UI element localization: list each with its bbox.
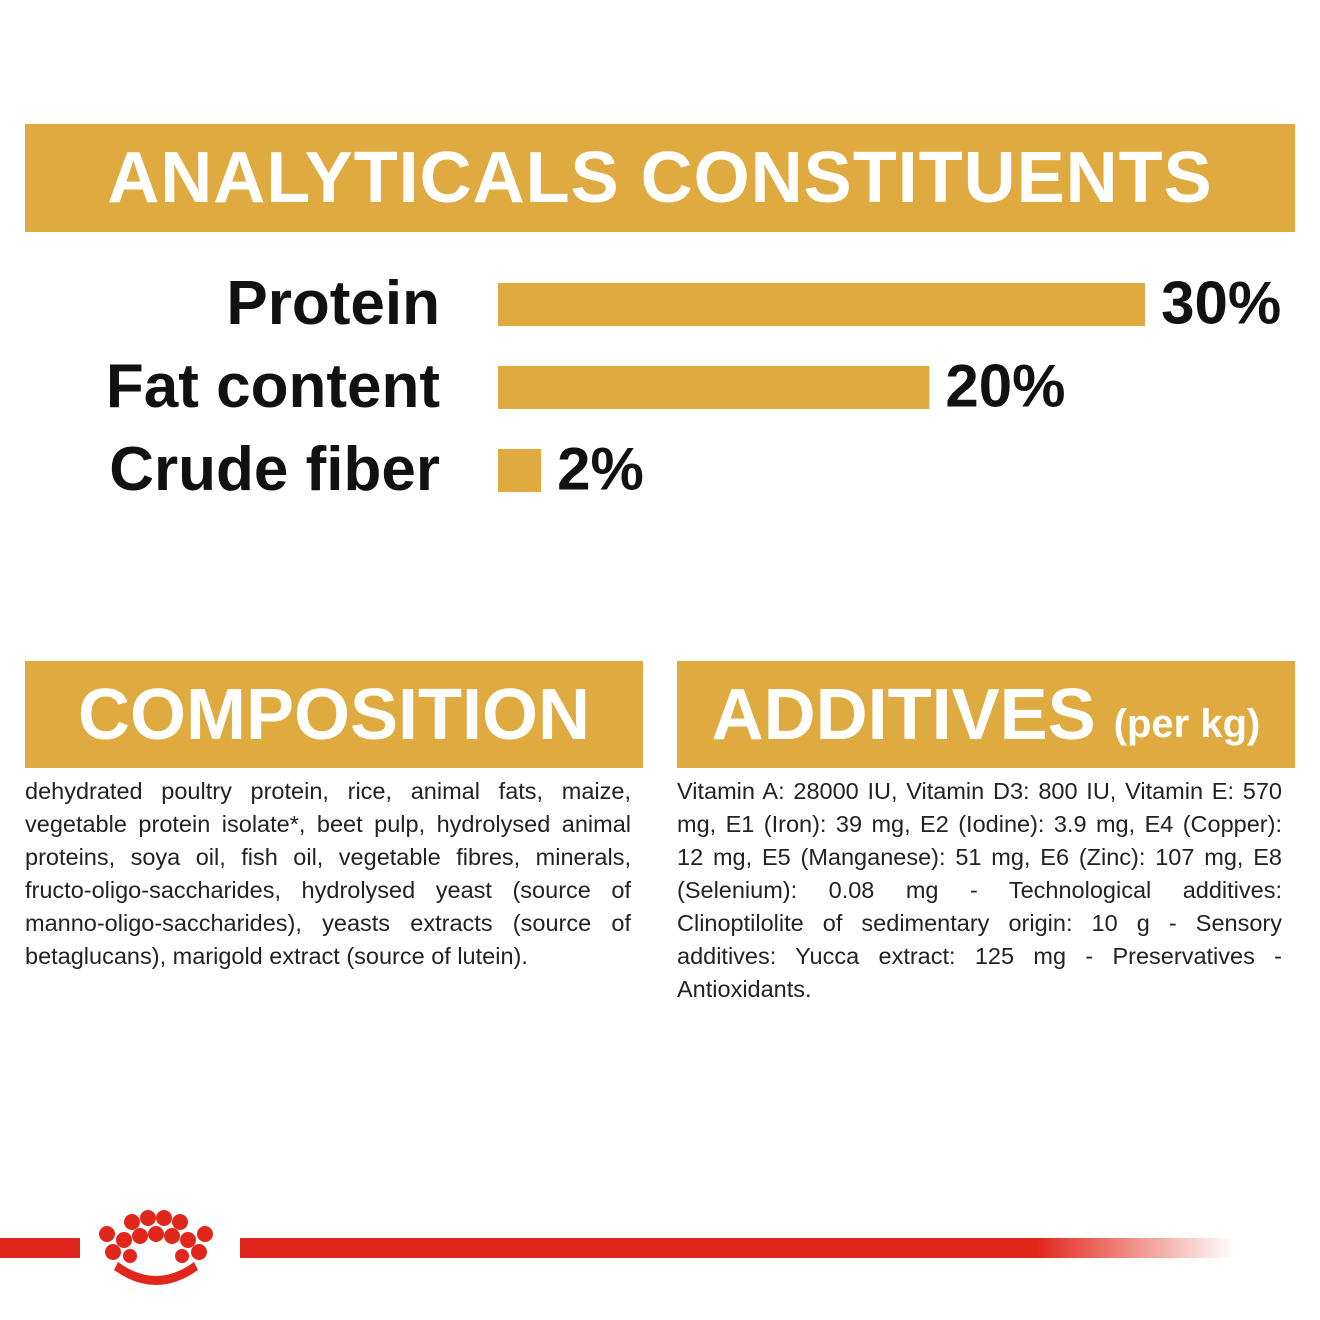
bar <box>498 366 930 409</box>
category-label: Fat content <box>106 352 440 421</box>
additives-text: Vitamin A: 28000 IU, Vitamin D3: 800 IU,… <box>677 778 1282 1002</box>
chart-title: ANALYTICALS CONSTITUENTS <box>107 138 1213 218</box>
bar <box>498 283 1146 326</box>
value-label: 30% <box>1161 269 1281 336</box>
category-label: Crude fiber <box>109 435 440 504</box>
bar <box>498 449 542 492</box>
bar-chart: Protein 30% Fat content 20% Crude fiber 2% <box>106 269 1281 504</box>
value-label: 2% <box>557 435 644 502</box>
crown-logo <box>99 1210 213 1285</box>
additives-unit: (per kg) <box>1113 702 1261 746</box>
value-label: 20% <box>945 352 1065 419</box>
composition-text: dehydrated poultry protein, rice, animal… <box>25 778 631 969</box>
brand-line <box>0 1238 80 1258</box>
section-header: ADDITIVES (per kg) <box>677 661 1295 768</box>
composition-title: COMPOSITION <box>77 674 590 755</box>
additives-title: ADDITIVES <box>711 674 1096 755</box>
category-label: Protein <box>226 269 440 338</box>
brand-line <box>240 1238 1235 1258</box>
section-header: ANALYTICALS CONSTITUENTS <box>25 124 1295 232</box>
section-header: COMPOSITION <box>25 661 643 768</box>
